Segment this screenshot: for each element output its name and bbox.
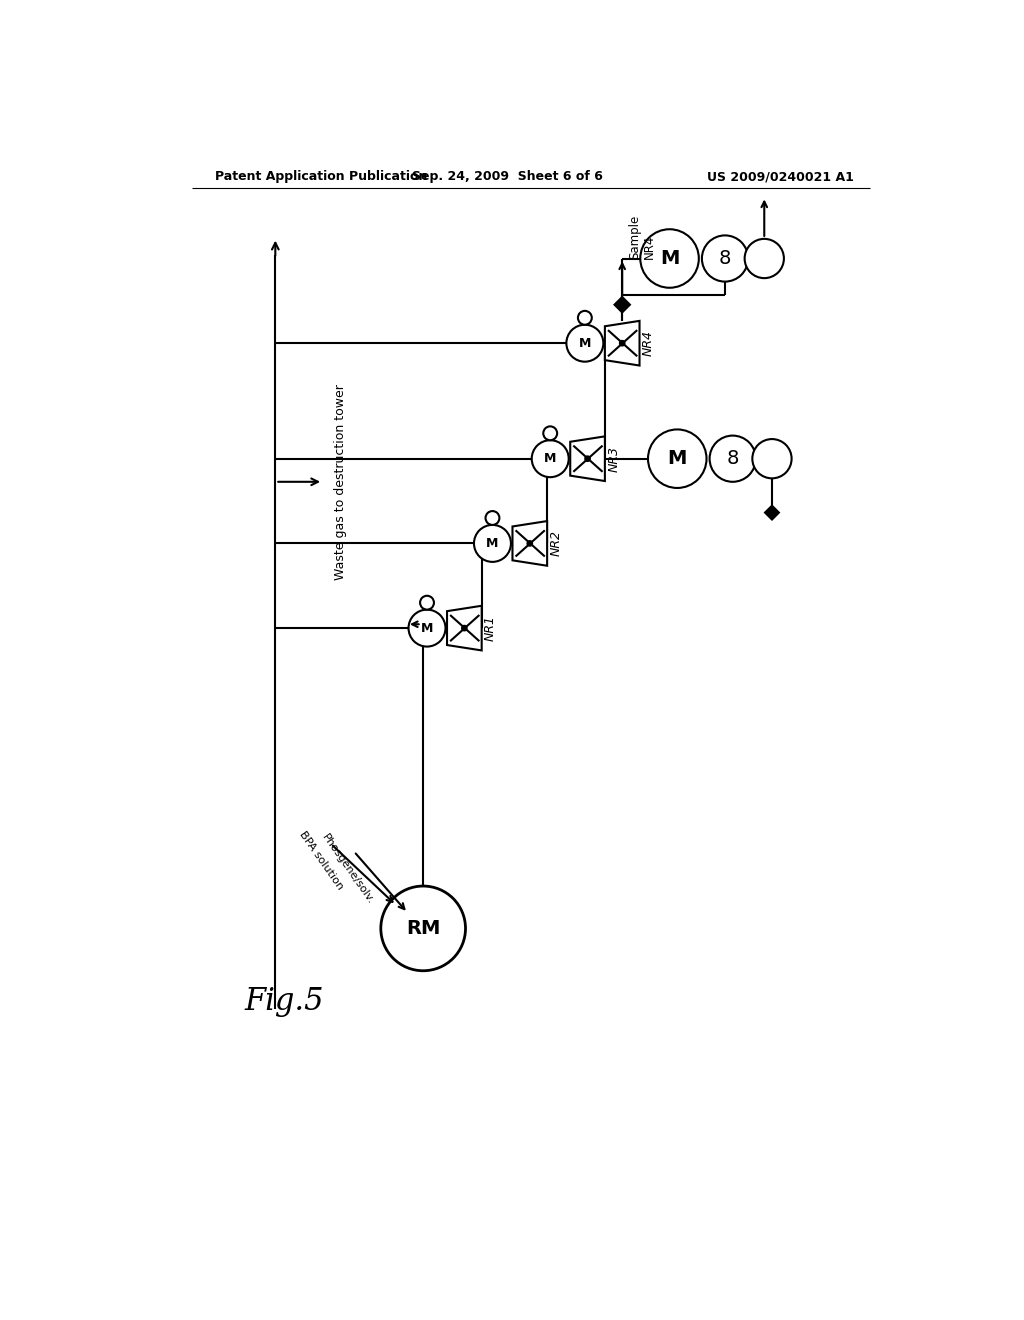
Text: US 2009/0240021 A1: US 2009/0240021 A1 [708,170,854,183]
Circle shape [701,235,749,281]
Polygon shape [614,297,630,313]
Polygon shape [570,437,605,480]
Text: RM: RM [406,919,440,939]
Text: Sep. 24, 2009  Sheet 6 of 6: Sep. 24, 2009 Sheet 6 of 6 [413,170,603,183]
Text: BPA solution: BPA solution [298,830,345,892]
Circle shape [566,325,603,362]
Circle shape [485,511,500,525]
Text: NR1: NR1 [484,615,497,642]
Circle shape [640,230,698,288]
Circle shape [544,426,557,441]
Text: Phosgene/solv.: Phosgene/solv. [319,832,376,906]
Text: M: M [421,622,433,635]
Text: M: M [486,537,499,550]
Text: M: M [544,453,556,465]
Circle shape [753,440,792,478]
Text: M: M [579,337,591,350]
Circle shape [744,239,784,279]
Circle shape [578,312,592,325]
Circle shape [420,595,434,610]
Circle shape [710,436,756,482]
Circle shape [620,341,625,346]
Text: 8: 8 [719,249,731,268]
Circle shape [527,541,532,545]
Circle shape [648,429,707,488]
Text: Waste gas to destruction tower: Waste gas to destruction tower [334,384,347,579]
Text: M: M [659,249,679,268]
Circle shape [381,886,466,970]
Polygon shape [447,606,481,651]
Circle shape [586,457,590,461]
Text: Patent Application Publication: Patent Application Publication [215,170,428,183]
Text: NR4: NR4 [642,330,654,356]
Polygon shape [512,521,547,566]
Circle shape [462,626,467,631]
Text: NR3: NR3 [607,446,621,471]
Text: M: M [668,449,687,469]
Circle shape [409,610,445,647]
Text: 8: 8 [726,449,739,469]
Text: Sample
NR4: Sample NR4 [629,214,656,259]
Text: NR2: NR2 [550,531,562,557]
Polygon shape [605,321,640,366]
Circle shape [474,525,511,562]
Text: Fig.5: Fig.5 [245,986,324,1016]
Polygon shape [765,506,779,520]
Circle shape [531,441,568,478]
